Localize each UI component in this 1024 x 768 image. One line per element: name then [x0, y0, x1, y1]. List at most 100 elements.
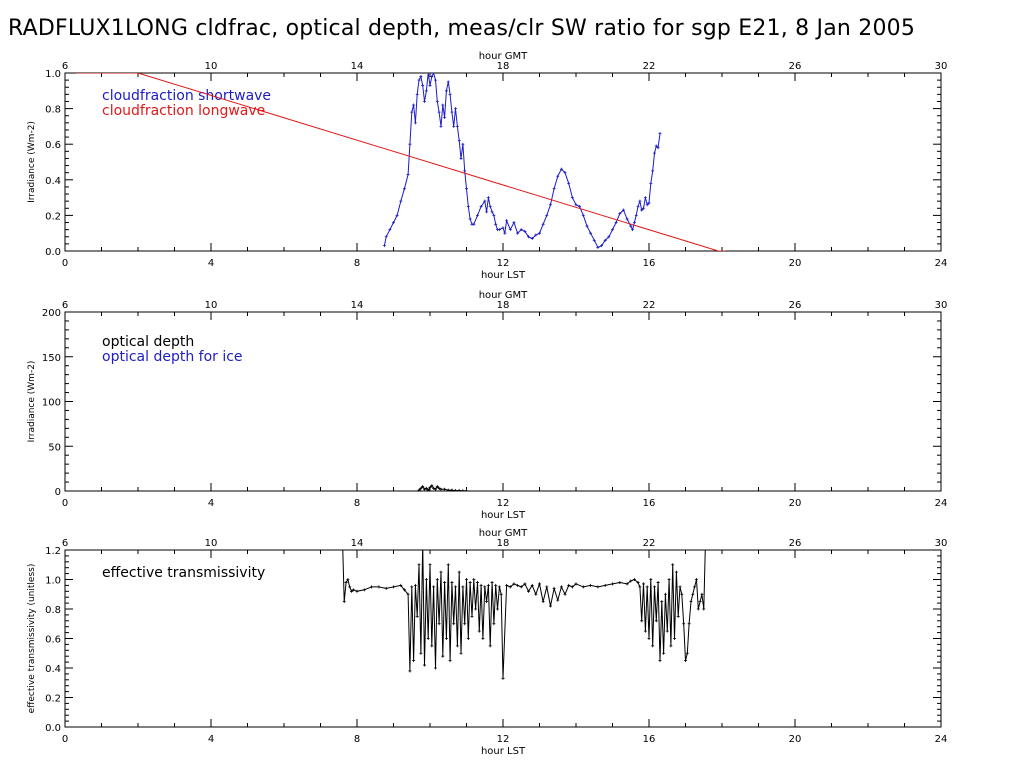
data-point [477, 629, 481, 633]
data-point [459, 156, 463, 160]
data-point [570, 585, 574, 589]
data-point [428, 83, 432, 87]
data-point [481, 637, 485, 640]
data-point [428, 485, 432, 489]
data-point [426, 637, 430, 640]
data-point [437, 486, 441, 490]
data-point [640, 619, 644, 623]
data-point [636, 205, 640, 208]
x2-tick-label: 6 [62, 300, 68, 311]
data-point [556, 598, 560, 602]
data-point [611, 582, 614, 586]
data-point [640, 208, 644, 212]
data-point [574, 582, 578, 586]
data-point [435, 578, 439, 581]
data-point [430, 75, 434, 79]
data-point [548, 604, 552, 608]
data-point [656, 580, 660, 584]
data-point [423, 487, 427, 491]
data-point [693, 585, 697, 589]
x-axis-label: hour LST [481, 270, 526, 281]
data-point [443, 487, 447, 491]
data-point [503, 231, 507, 235]
data-point [413, 121, 417, 125]
data-point [486, 196, 490, 200]
data-point [527, 589, 531, 593]
series-line-0 [342, 550, 706, 679]
data-point [527, 235, 531, 239]
data-point [512, 221, 516, 225]
data-point [702, 607, 706, 611]
data-point [638, 585, 642, 589]
y-tick-label: 0.6 [45, 635, 61, 646]
data-point [341, 534, 344, 537]
data-point [631, 228, 635, 232]
legend-entry: cloudfraction shortwave [102, 88, 271, 104]
data-point [486, 583, 490, 587]
data-point [446, 563, 450, 567]
data-point [424, 578, 428, 581]
y-tick-label: 0.4 [45, 664, 61, 675]
x2-tick-label: 14 [351, 300, 364, 311]
data-point [424, 486, 428, 490]
data-point [534, 592, 538, 596]
data-point [494, 583, 498, 587]
series-group [341, 534, 707, 680]
data-point [435, 485, 439, 489]
data-point [450, 110, 454, 114]
data-point [680, 592, 684, 596]
x2-tick-label: 18 [497, 61, 510, 72]
x-tick-label: 0 [62, 258, 68, 269]
data-point [581, 585, 585, 589]
y-tick-label: 1.0 [45, 576, 61, 587]
data-point [704, 534, 707, 537]
data-point [419, 75, 423, 79]
data-point [452, 622, 456, 626]
data-point [474, 607, 478, 611]
data-point [421, 485, 425, 489]
x2-tick-label: 6 [62, 538, 68, 549]
data-point [417, 563, 421, 567]
data-point [355, 589, 359, 593]
data-point [461, 142, 465, 146]
data-point [465, 578, 468, 581]
y-axis-label: Irradiance (Wm-2) [27, 121, 37, 203]
data-point [696, 607, 700, 611]
x-tick-label: 0 [62, 734, 68, 745]
data-point [419, 486, 423, 490]
y-tick-label: 100 [42, 398, 61, 409]
x2-tick-label: 26 [789, 538, 802, 549]
data-point [671, 563, 675, 567]
y-tick-label: 150 [42, 353, 61, 364]
legend-entry: effective transmissivity [102, 565, 265, 581]
x2-axis-label: hour GMT [479, 528, 528, 539]
data-point [408, 669, 412, 673]
data-point [563, 592, 567, 596]
data-point [417, 488, 421, 491]
data-point [621, 208, 625, 212]
data-point [479, 205, 483, 208]
x2-tick-label: 10 [205, 538, 218, 549]
data-point [541, 600, 545, 604]
data-point [388, 228, 392, 232]
data-point [645, 203, 649, 207]
x2-tick-label: 6 [62, 61, 68, 72]
data-point [472, 222, 476, 226]
data-point [408, 142, 412, 146]
data-point [534, 233, 538, 237]
data-point [435, 99, 439, 103]
data-point [570, 196, 574, 200]
data-point [647, 201, 651, 205]
x2-tick-label: 10 [205, 300, 218, 311]
data-point [488, 205, 492, 208]
x2-tick-label: 30 [935, 300, 948, 311]
data-point [344, 580, 348, 584]
x2-tick-label: 30 [935, 61, 948, 72]
y-tick-label: 200 [42, 308, 61, 319]
data-point [454, 489, 458, 491]
data-point [399, 199, 403, 203]
data-point [632, 578, 636, 581]
data-point [346, 578, 350, 581]
data-point [614, 221, 618, 225]
